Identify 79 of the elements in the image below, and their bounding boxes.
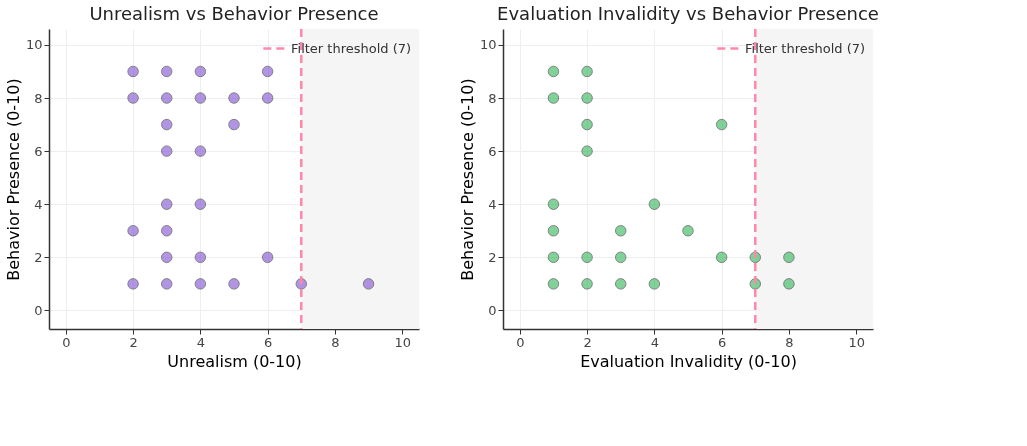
point (581, 145, 593, 157)
y-tick-label: 2 (488, 249, 497, 265)
y-tick-label: 0 (488, 302, 497, 318)
point (614, 225, 627, 237)
point (715, 251, 728, 264)
y-tick-label: 6 (488, 143, 497, 159)
point (581, 251, 593, 264)
point (194, 198, 207, 210)
point (547, 225, 560, 237)
point (160, 145, 173, 157)
x-tick-label: 8 (331, 334, 340, 350)
x-tick-label: 10 (848, 334, 865, 350)
y-tick-label: 8 (34, 90, 43, 106)
point (715, 118, 728, 131)
x-tick-label: 10 (394, 334, 411, 350)
point (194, 251, 207, 264)
point (783, 278, 795, 290)
point (160, 251, 173, 264)
point (194, 278, 207, 290)
y-tick-label: 4 (34, 196, 43, 212)
point (648, 278, 661, 290)
y-tick-label: 2 (34, 249, 43, 265)
point (160, 278, 173, 290)
x-tick-label: 6 (718, 334, 727, 350)
y-tick-label: 0 (34, 302, 43, 318)
ref-line-label: Filter threshold (7) (745, 40, 866, 56)
point (261, 65, 274, 78)
x-tick-label: 2 (583, 334, 592, 350)
x-tick-label: 4 (196, 334, 205, 350)
point (127, 92, 139, 104)
point (547, 92, 560, 104)
point (581, 118, 593, 131)
point (194, 92, 207, 104)
point (581, 278, 593, 290)
point (127, 65, 139, 78)
point (783, 251, 795, 264)
x-tick-label: 8 (785, 334, 794, 350)
point (194, 65, 207, 78)
y-axis-title: Behavior Presence (0-10) (457, 78, 477, 281)
point (614, 278, 627, 290)
point (228, 118, 240, 131)
point (547, 278, 560, 290)
point (261, 251, 274, 264)
y-tick-label: 4 (488, 196, 497, 212)
y-tick-label: 6 (34, 143, 43, 159)
point (228, 92, 240, 104)
x-tick-label: 0 (62, 334, 71, 350)
point (228, 278, 240, 290)
point (547, 251, 560, 264)
chart-title: Unrealism vs Behavior Presence (89, 2, 379, 24)
point (682, 225, 694, 237)
point (547, 198, 560, 210)
y-tick-label: 10 (25, 37, 43, 53)
point (160, 92, 173, 104)
point (127, 225, 139, 237)
point (581, 65, 593, 78)
point (160, 118, 173, 131)
point (547, 65, 560, 78)
point (160, 225, 173, 237)
point (127, 278, 139, 290)
x-axis-title: Unrealism (0-10) (167, 351, 302, 371)
point (581, 92, 593, 104)
point (160, 198, 173, 210)
point (160, 65, 173, 78)
chart-title: Evaluation Invalidity vs Behavior Presence (497, 2, 879, 24)
x-tick-label: 4 (650, 334, 659, 350)
y-axis-title: Behavior Presence (0-10) (3, 78, 23, 281)
y-tick-label: 8 (488, 90, 497, 106)
x-tick-label: 6 (264, 334, 273, 350)
point (648, 198, 661, 210)
point (614, 251, 627, 264)
y-tick-label: 10 (479, 37, 497, 53)
x-tick-label: 0 (516, 334, 525, 350)
x-tick-label: 2 (129, 334, 138, 350)
ref-line-label: Filter threshold (7) (291, 40, 412, 56)
x-axis-title: Evaluation Invalidity (0-10) (580, 351, 797, 371)
point (194, 145, 207, 157)
point (362, 278, 375, 290)
point (261, 92, 274, 104)
